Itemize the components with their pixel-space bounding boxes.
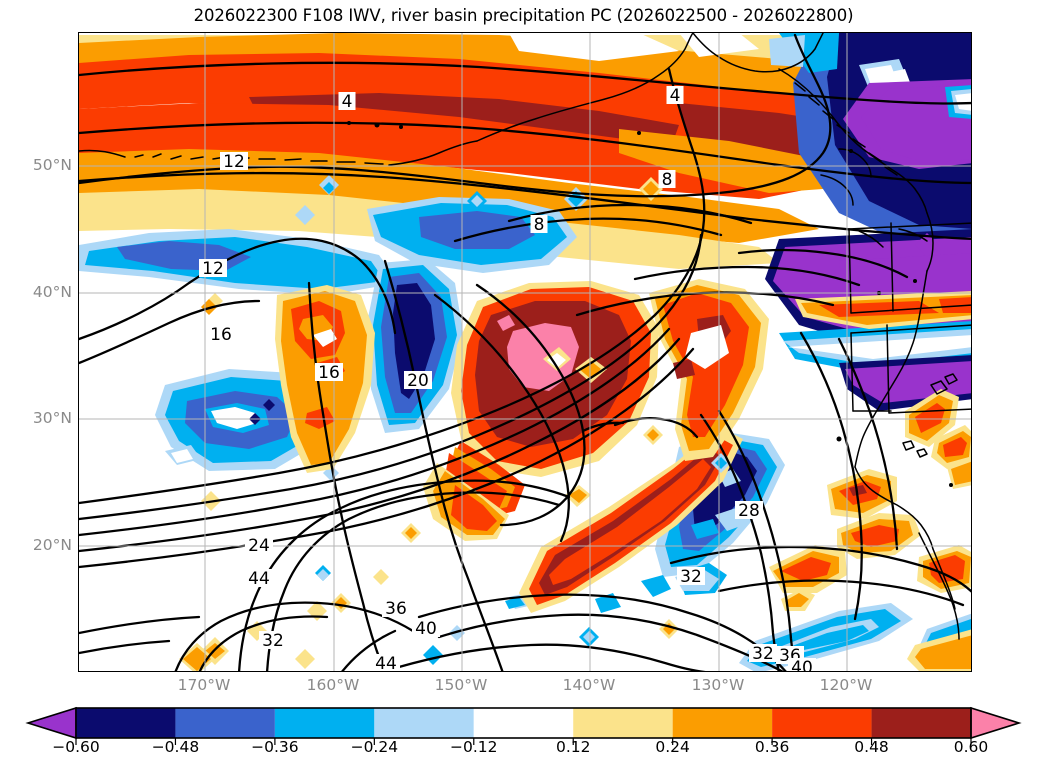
colorbar-segment bbox=[573, 708, 673, 738]
contour-label-text: 4 bbox=[670, 86, 681, 106]
x-axis-tick-label: 140°W bbox=[562, 676, 616, 694]
x-axis-tick-label: 170°W bbox=[177, 676, 231, 694]
contour-label-text: 28 bbox=[738, 501, 760, 521]
contour-label-text: 12 bbox=[223, 152, 245, 172]
contour-label: 16 bbox=[207, 325, 235, 345]
colorbar-tick-label: −0.48 bbox=[151, 738, 200, 756]
contour-label-text: 24 bbox=[248, 536, 270, 556]
colorbar-tick-label: −0.36 bbox=[251, 738, 299, 756]
colorbar-tick-label: −0.60 bbox=[52, 738, 100, 756]
contour-label-text: 16 bbox=[210, 325, 232, 345]
map-canvas: 4488121216162024283232363632404044444448… bbox=[79, 33, 971, 672]
contour-label: 8 bbox=[658, 170, 676, 190]
colorbar-segment bbox=[672, 708, 773, 738]
x-axis-tick-label: 150°W bbox=[434, 676, 488, 694]
contour-label-text: 8 bbox=[662, 170, 673, 190]
colorbar-tick-label: 0.60 bbox=[953, 738, 989, 756]
colorbar-segment bbox=[76, 708, 176, 738]
contour-label-group: 4488121216162024283232363632404044444448… bbox=[199, 86, 816, 672]
contour-label-text: 40 bbox=[415, 619, 437, 639]
contour-label: 4 bbox=[338, 92, 356, 112]
contour-label: 32 bbox=[677, 567, 705, 587]
y-axis-tick-label: 30°N bbox=[32, 409, 72, 427]
contour-label: 44 bbox=[372, 654, 400, 672]
colorbar[interactable] bbox=[0, 700, 1047, 765]
iwv-contour-lines bbox=[79, 33, 971, 671]
contour-label-text: 44 bbox=[248, 569, 270, 589]
contour-label-text: 4 bbox=[342, 92, 353, 112]
colorbar-segment bbox=[274, 708, 375, 738]
colorbar-tick-label: 0.48 bbox=[854, 738, 889, 756]
x-axis-tick-label: 130°W bbox=[691, 676, 745, 694]
contour-label: 28 bbox=[735, 501, 763, 521]
colorbar-segment bbox=[175, 708, 275, 738]
colorbar-segment bbox=[473, 708, 574, 738]
colorbar-extend-high bbox=[970, 706, 1022, 740]
y-axis-tick-label: 50°N bbox=[32, 156, 72, 174]
contour-label-text: 8 bbox=[534, 215, 545, 235]
contour-label-text: 32 bbox=[262, 631, 284, 651]
colorbar-outline bbox=[75, 707, 972, 739]
contour-label-text: 12 bbox=[202, 259, 224, 279]
contour-label: 32 bbox=[749, 644, 777, 664]
colorbar-tick-label: 0.24 bbox=[655, 738, 690, 756]
contour-label: 44 bbox=[245, 569, 273, 589]
colorbar-tick-label: 0.36 bbox=[754, 738, 790, 756]
map-plot-area[interactable]: 4488121216162024283232363632404044444448… bbox=[78, 32, 972, 672]
page-title: 2026022300 F108 IWV, river basin precipi… bbox=[193, 6, 854, 25]
colorbar-tick-label: −0.24 bbox=[350, 738, 399, 756]
contour-label: 4 bbox=[666, 86, 684, 106]
coastlines bbox=[79, 33, 971, 640]
colorbar-segment bbox=[772, 708, 872, 738]
contour-label: 20 bbox=[404, 371, 432, 391]
y-axis-tick-label: 20°N bbox=[32, 536, 72, 554]
contour-label-text: 20 bbox=[407, 371, 429, 391]
colorbar-tick-label: 0.12 bbox=[555, 738, 591, 756]
contour-label-text: 44 bbox=[375, 654, 397, 672]
contour-label: 8 bbox=[530, 215, 548, 235]
colorbar-extend-low bbox=[25, 706, 77, 740]
contour-label: 12 bbox=[199, 259, 227, 279]
contour-label: 36 bbox=[382, 599, 410, 619]
contour-label-text: 40 bbox=[791, 658, 813, 672]
y-axis-tick-label: 40°N bbox=[32, 283, 72, 301]
colorbar-segment bbox=[374, 708, 474, 738]
x-axis-tick-label: 120°W bbox=[819, 676, 873, 694]
contour-label-text: 32 bbox=[752, 644, 774, 664]
x-axis-tick-label: 160°W bbox=[306, 676, 360, 694]
graticule-gridlines bbox=[79, 33, 971, 671]
contour-label: 12 bbox=[220, 152, 248, 172]
latitude-axis: 50°N 40°N 30°N 20°N bbox=[0, 0, 72, 765]
colorbar-segment bbox=[871, 708, 971, 738]
contour-label: 40 bbox=[412, 619, 440, 639]
contour-label: 32 bbox=[259, 631, 287, 651]
contour-label: 24 bbox=[245, 536, 273, 556]
contour-label-text: 36 bbox=[385, 599, 407, 619]
contour-label: 16 bbox=[315, 363, 343, 383]
contour-label: 40 bbox=[788, 658, 816, 672]
contour-label-text: 16 bbox=[318, 363, 340, 383]
contour-label-text: 32 bbox=[680, 567, 702, 587]
colorbar-tick-label: −0.12 bbox=[450, 738, 498, 756]
colorbar-swatches bbox=[25, 706, 1022, 745]
